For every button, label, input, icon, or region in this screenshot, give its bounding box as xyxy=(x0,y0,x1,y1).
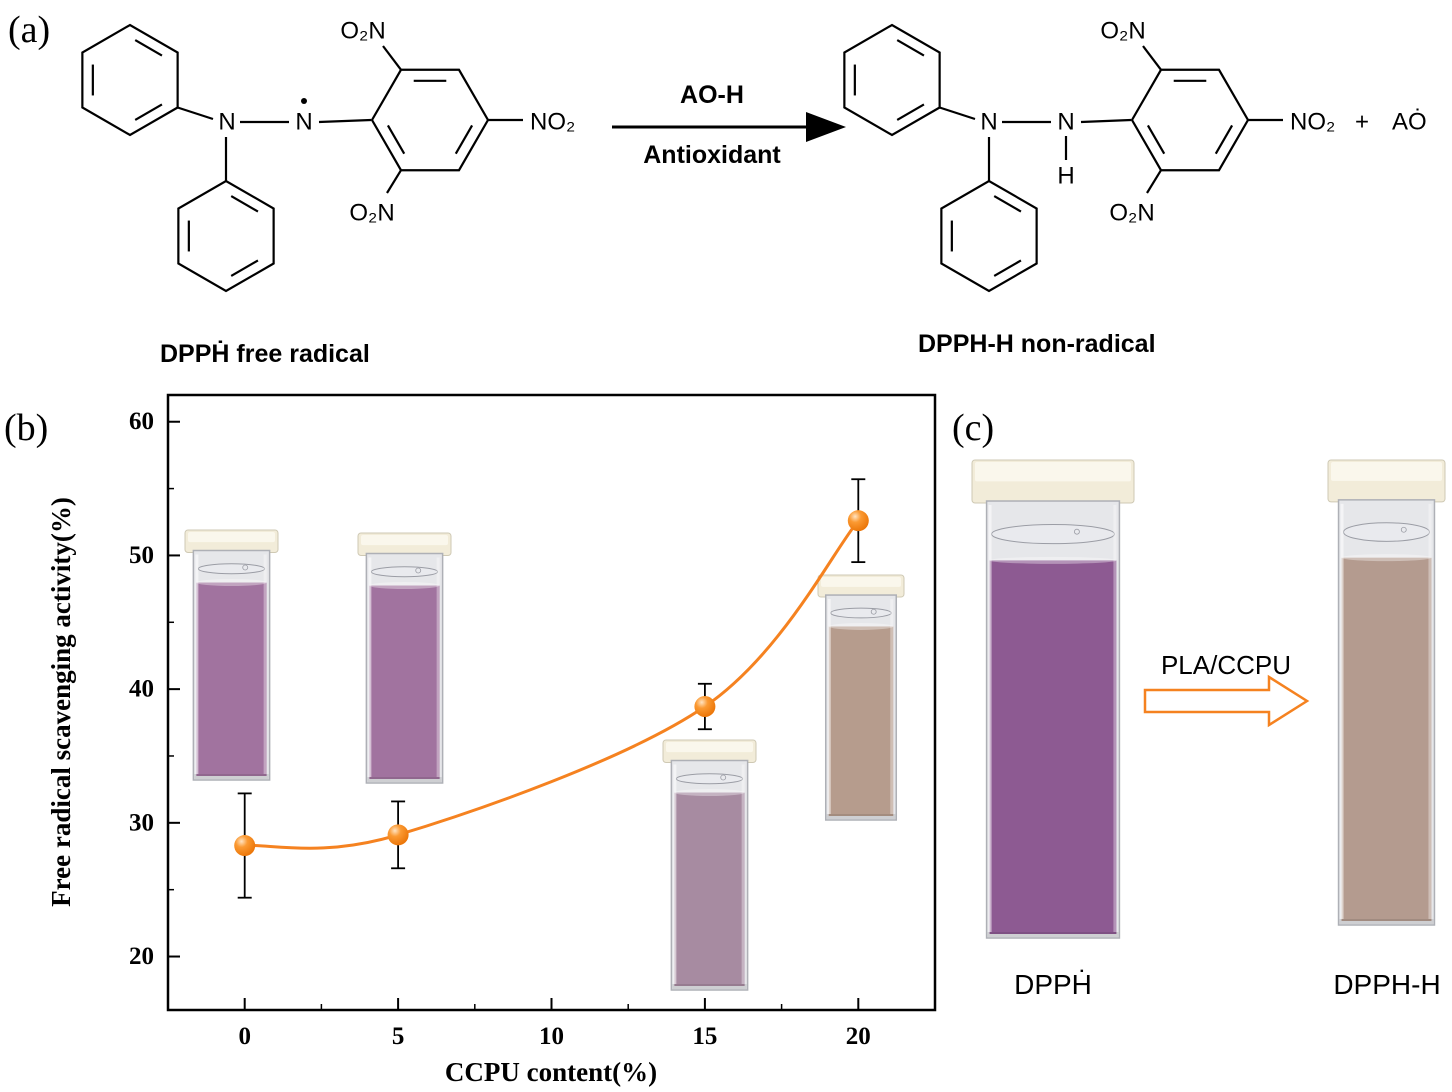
y-tick-label: 30 xyxy=(129,809,154,836)
y-tick-label: 50 xyxy=(129,542,154,569)
atom-n: N xyxy=(218,109,235,136)
right-molecule-caption: DPPH-H non-radical xyxy=(918,330,1156,358)
atom-o2n: O₂N xyxy=(1100,18,1145,45)
y-axis-title: Free radical scavenging activity(%) xyxy=(46,497,76,907)
atom-o2n: O₂N xyxy=(349,200,394,227)
transform-arrow xyxy=(1143,674,1310,728)
reagent-label-top: AO-H xyxy=(680,81,744,109)
panel-a-reaction-scheme: (a) N N O₂N O₂N NO₂ DPPḢ free radical AO… xyxy=(8,9,1427,368)
left-molecule-caption: DPPḢ free radical xyxy=(160,340,370,368)
panel-c-label: (c) xyxy=(952,407,994,449)
chart-axes: 0 5 10 15 20 20 30 40 50 60 xyxy=(129,393,937,1050)
atom-o2n: O₂N xyxy=(1109,200,1154,227)
atom-n-radical: N xyxy=(295,109,312,136)
x-tick-label: 10 xyxy=(539,1023,564,1050)
plus-sign: + xyxy=(1355,109,1369,136)
panel-c-photos: (c) PLA/CCPU DPPḢ DPPH-H xyxy=(952,407,1446,1000)
panel-a-label: (a) xyxy=(8,9,50,51)
left-cuvette-caption: DPPḢ xyxy=(1014,969,1092,1000)
atom-n: N xyxy=(1057,109,1074,136)
atom-no2: NO₂ xyxy=(1290,109,1335,136)
cuvette xyxy=(1327,459,1446,926)
data-point-marker xyxy=(234,835,256,857)
transform-arrow-label: PLA/CCPU xyxy=(1161,650,1291,680)
reagent-label-bottom: Antioxidant xyxy=(643,141,781,169)
cuvette xyxy=(662,739,757,991)
atom-o2n: O₂N xyxy=(340,18,385,45)
cuvette xyxy=(357,532,452,784)
y-tick-label: 20 xyxy=(129,943,154,970)
atom-no2: NO₂ xyxy=(530,109,575,136)
atom-n: N xyxy=(980,109,997,136)
cuvette xyxy=(184,529,279,781)
panel-b-label: (b) xyxy=(4,407,48,449)
radical-dot xyxy=(301,98,307,104)
x-tick-label: 0 xyxy=(238,1023,251,1050)
y-tick-label: 60 xyxy=(129,408,154,435)
chemical-structure-bonds xyxy=(81,23,1283,293)
data-curve xyxy=(244,519,860,850)
x-tick-label: 15 xyxy=(692,1023,717,1050)
panel-c-cuvettes xyxy=(971,459,1446,939)
panel-b-chart: (b) 0 5 10 15 20 20 30 40 50 60 CCPU content(%) F… xyxy=(4,393,937,1087)
chart-data-layer xyxy=(234,478,869,899)
atom-h: H xyxy=(1057,163,1074,190)
x-axis-title: CCPU content(%) xyxy=(445,1057,657,1087)
ao-radical: AȮ xyxy=(1392,108,1427,136)
data-point-marker xyxy=(847,510,869,532)
reaction-arrow xyxy=(612,112,846,142)
data-point-marker xyxy=(387,824,409,846)
cuvette xyxy=(817,574,905,821)
data-point-marker xyxy=(694,696,716,718)
x-tick-label: 20 xyxy=(846,1023,871,1050)
cuvette-insets xyxy=(184,529,905,991)
cuvette xyxy=(971,459,1135,939)
right-cuvette-caption: DPPH-H xyxy=(1333,969,1440,1000)
x-tick-label: 5 xyxy=(392,1023,405,1050)
y-tick-label: 40 xyxy=(129,676,154,703)
